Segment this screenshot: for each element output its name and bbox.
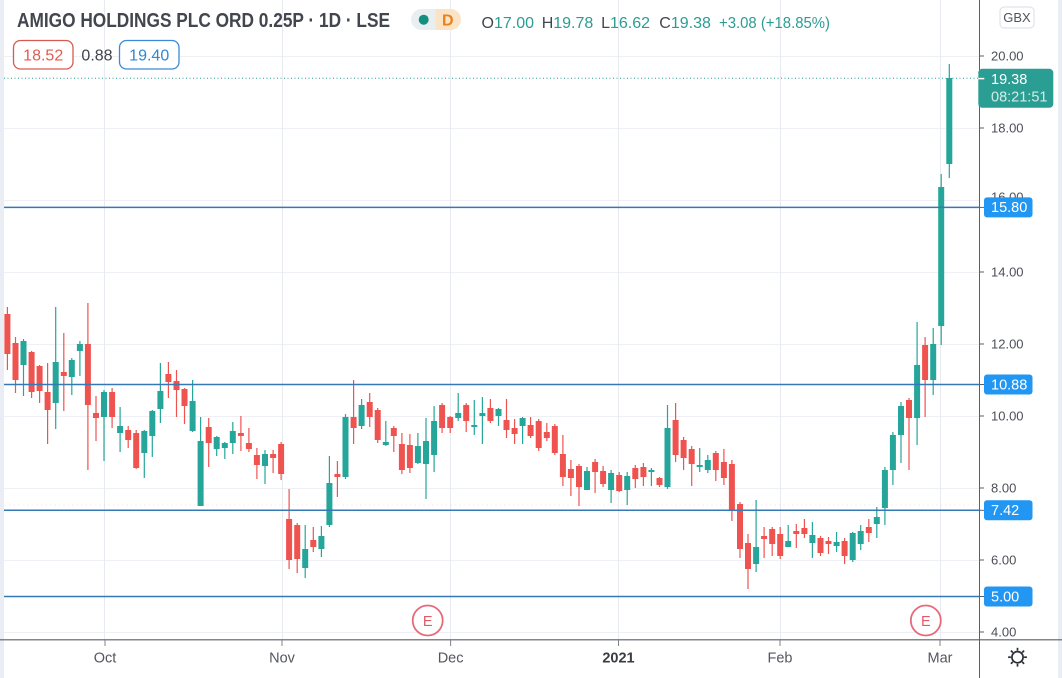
svg-text:08:21:51: 08:21:51: [991, 90, 1047, 106]
svg-text:+3.08 (+18.85%): +3.08 (+18.85%): [719, 15, 830, 32]
svg-text:Feb: Feb: [768, 651, 793, 667]
svg-text:Dec: Dec: [438, 651, 464, 667]
svg-text:GBX: GBX: [1003, 10, 1031, 25]
svg-text:18.00: 18.00: [991, 121, 1024, 136]
svg-text:Nov: Nov: [269, 651, 296, 667]
svg-text:18.52: 18.52: [23, 48, 63, 65]
svg-text:H19.78: H19.78: [542, 15, 594, 32]
svg-text:10.88: 10.88: [991, 377, 1027, 393]
svg-text:6.00: 6.00: [991, 553, 1016, 568]
svg-text:12.00: 12.00: [991, 337, 1024, 352]
svg-text:7.42: 7.42: [991, 503, 1019, 519]
svg-text:Mar: Mar: [928, 651, 953, 667]
svg-text:D: D: [442, 13, 454, 30]
svg-text:19.38: 19.38: [991, 72, 1027, 88]
svg-text:L16.62: L16.62: [601, 15, 650, 32]
svg-text:14.00: 14.00: [991, 265, 1024, 280]
svg-text:C19.38: C19.38: [659, 15, 711, 32]
svg-text:E: E: [423, 614, 433, 630]
svg-text:Oct: Oct: [94, 651, 117, 667]
svg-text:AMIGO HOLDINGS PLC ORD 0.25P ·: AMIGO HOLDINGS PLC ORD 0.25P · 1D · LSE: [17, 10, 390, 32]
svg-text:15.80: 15.80: [991, 200, 1027, 216]
svg-text:O17.00: O17.00: [482, 15, 535, 32]
svg-text:8.00: 8.00: [991, 481, 1016, 496]
svg-text:0.88: 0.88: [81, 48, 112, 65]
svg-text:20.00: 20.00: [991, 49, 1024, 64]
svg-text:4.00: 4.00: [991, 625, 1016, 640]
svg-text:5.00: 5.00: [991, 589, 1019, 605]
svg-text:19.40: 19.40: [129, 48, 169, 65]
svg-text:E: E: [921, 614, 931, 630]
svg-text:2021: 2021: [602, 651, 634, 667]
svg-text:10.00: 10.00: [991, 409, 1024, 424]
